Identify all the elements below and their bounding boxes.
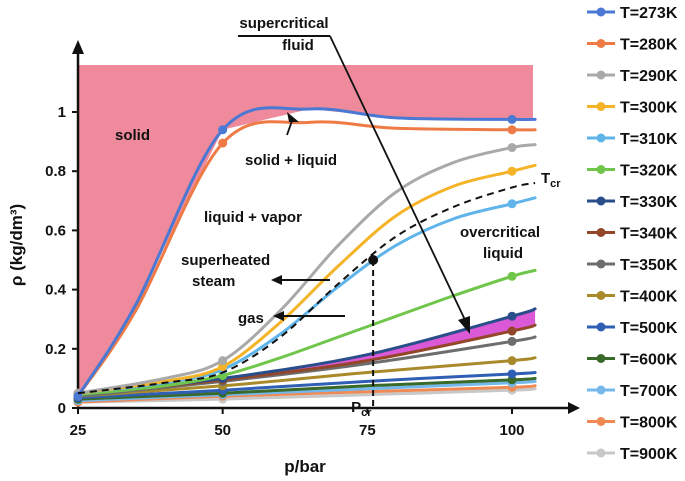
data-point [507, 114, 517, 124]
gas-arrowhead [273, 311, 284, 321]
data-point [507, 326, 517, 336]
critical-point [368, 255, 379, 265]
series-t-280k-line [76, 120, 537, 398]
annotation-tcr: Tcr [541, 170, 561, 190]
steam-arrowhead [271, 275, 282, 285]
data-point [507, 143, 517, 153]
x-tick-label: 100 [499, 422, 524, 439]
legend-label-t-350k: T=350K [620, 257, 678, 274]
x-axis-arrow [568, 402, 580, 414]
y-axis-title: ρ (kg/dm³) [7, 204, 26, 286]
y-tick-label: 0.2 [45, 341, 66, 358]
annotation-overcritical: overcritical [460, 224, 540, 241]
legend-label-t-310k: T=310K [620, 131, 678, 148]
legend: T=273K T=280K T=290K T=300K T=310K T=320K T=33… [587, 5, 678, 463]
legend-marker-t-600k [596, 354, 606, 363]
legend-label-t-400k: T=400K [620, 289, 678, 306]
annotation-solid: solid [115, 127, 150, 144]
data-point [218, 125, 228, 135]
legend-marker-t-500k [596, 322, 606, 332]
supercritical-arrow [329, 35, 467, 323]
data-point [507, 369, 517, 379]
annotation-superheated: superheated [181, 252, 270, 269]
legend-marker-t-900k [596, 448, 606, 458]
legend-label-t-500k: T=500K [620, 320, 678, 337]
legend-marker-t-300k [596, 102, 606, 111]
series-t-300k-line [76, 163, 537, 395]
legend-label-t-320k: T=320K [620, 163, 678, 180]
legend-marker-t-340k [596, 228, 606, 237]
x-tick-label: 50 [214, 422, 231, 439]
x-tick-label: 75 [359, 422, 376, 439]
supercritical-arrowhead [458, 316, 470, 334]
data-point [507, 336, 517, 346]
legend-marker-t-273k [596, 7, 606, 17]
y-tick-label: 1 [58, 104, 66, 121]
legend-label-t-700k: T=700K [620, 383, 678, 400]
data-point [218, 356, 228, 366]
critical-isotherm-line [77, 182, 536, 395]
x-tick-label: 25 [70, 422, 87, 439]
annotation-fluid: fluid [282, 37, 314, 54]
legend-marker-t-280k [596, 39, 606, 48]
legend-label-t-600k: T=600K [620, 352, 678, 369]
solid-region [78, 65, 536, 397]
legend-marker-t-330k [596, 196, 606, 206]
legend-marker-t-700k [596, 385, 606, 395]
annotation-solid-liquid: solid + liquid [245, 152, 337, 169]
data-point [507, 125, 517, 135]
legend-marker-t-320k [596, 165, 606, 174]
legend-label-t-900k: T=900K [620, 446, 678, 463]
legend-marker-t-310k [596, 133, 606, 143]
y-tick-label: 0.8 [45, 163, 66, 180]
annotation-pcr: Pcr [351, 399, 372, 419]
annotations: supercritical fluid solid solid + liquid liq… [115, 15, 561, 419]
legend-label-t-280k: T=280K [620, 37, 678, 54]
annotation-liquid: liquid [483, 245, 523, 262]
data-point [507, 311, 517, 321]
annotation-pcr-subscript: cr [361, 407, 372, 419]
x-axis-title: p/bar [284, 457, 326, 476]
isotherm-curves [73, 106, 537, 407]
y-tick-label: 0 [58, 400, 66, 417]
y-tick-label: 0.4 [45, 282, 67, 299]
series-t-273k-line [76, 106, 537, 398]
legend-label-t-290k: T=290K [620, 68, 678, 85]
legend-label-t-800k: T=800K [620, 415, 678, 432]
data-point [507, 271, 517, 281]
legend-marker-t-400k [596, 291, 606, 300]
annotation-liquid-vapor: liquid + vapor [204, 209, 302, 226]
legend-marker-t-350k [596, 259, 606, 269]
series-t-290k-line [76, 143, 537, 395]
annotation-steam: steam [192, 273, 235, 290]
legend-label-t-300k: T=300K [620, 100, 678, 117]
series-t-320k-line [76, 268, 537, 397]
legend-label-t-330k: T=330K [620, 194, 678, 211]
y-axis-arrow [72, 40, 84, 54]
data-point [507, 199, 517, 209]
annotation-supercritical: supercritical [239, 15, 328, 32]
data-point [507, 166, 517, 176]
legend-label-t-340k: T=340K [620, 226, 678, 243]
solid-liquid-arrowhead [287, 112, 299, 122]
annotation-gas: gas [238, 310, 264, 327]
data-point [507, 356, 517, 366]
data-point [218, 138, 228, 148]
axes: 25 50 75 100 0 0.2 0.4 0.6 0.8 1 p/bar ρ (kg/dm³) [7, 40, 580, 476]
legend-label-t-273k: T=273K [620, 5, 678, 22]
legend-marker-t-290k [596, 70, 606, 80]
y-tick-label: 0.6 [45, 222, 66, 239]
legend-marker-t-800k [596, 417, 606, 426]
annotation-tcr-subscript: cr [550, 178, 561, 190]
